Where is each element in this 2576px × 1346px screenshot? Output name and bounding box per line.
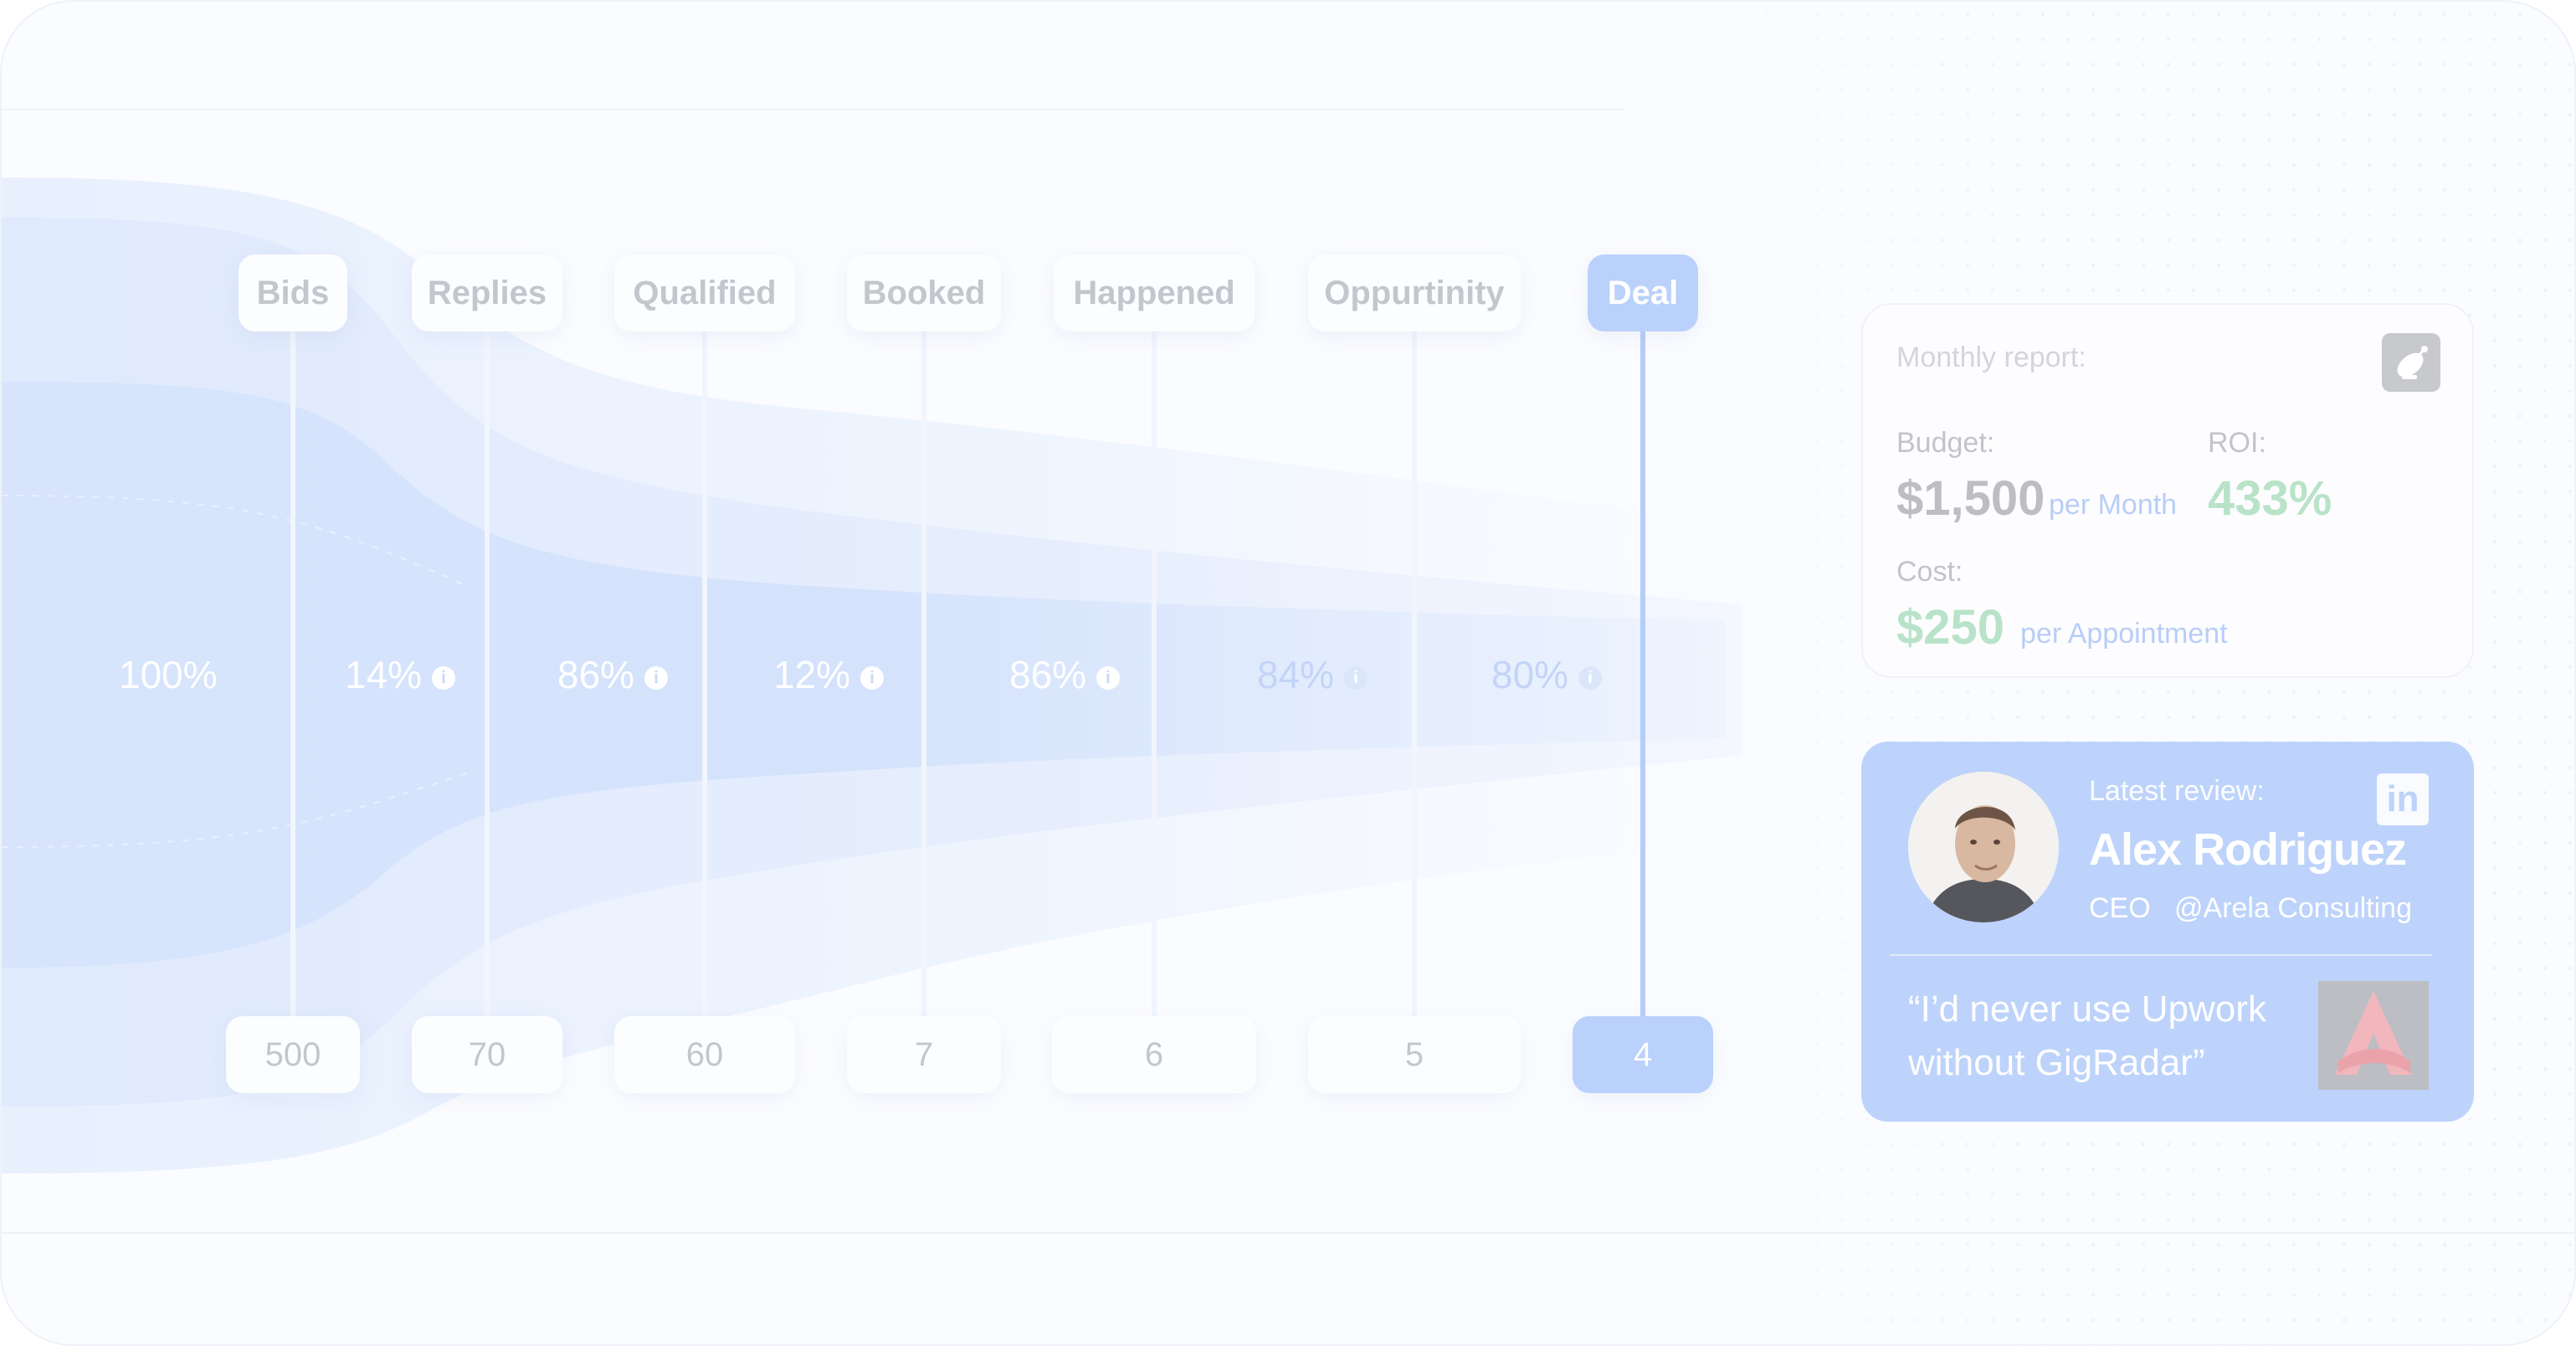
funnel-center-dash [2, 495, 471, 848]
stage-line-happened [1152, 291, 1157, 1028]
latest-review-card: Latest review: Alex Rodriguez CEO @Arela… [1861, 742, 2474, 1122]
conversion-rate-value: 86% [1009, 653, 1087, 696]
cost-label: Cost: [1896, 556, 1963, 588]
roi-label: ROI: [2208, 427, 2266, 459]
stage-line-replies [485, 291, 490, 1028]
stage-tab-deal[interactable]: Deal [1588, 254, 1698, 331]
info-icon[interactable]: i [432, 665, 456, 690]
stage-line-deal [1640, 291, 1645, 1028]
stage-tab-qualified[interactable]: Qualified [614, 254, 795, 331]
budget-label: Budget: [1896, 427, 1995, 459]
stage-line-oppurtinity [1412, 291, 1417, 1028]
stage-tab-happened[interactable]: Happened [1054, 254, 1255, 331]
company-logo-icon [2318, 981, 2429, 1090]
review-divider [1890, 954, 2432, 956]
stage-line-qualified [702, 291, 707, 1028]
review-quote-line-1: “I’d never use Upwork [1908, 989, 2266, 1030]
stage-count-happened: 6 [1052, 1016, 1256, 1093]
conversion-rate-4: 12% i [773, 651, 885, 698]
info-icon[interactable]: i [1096, 665, 1121, 690]
conversion-rate-value: 100% [119, 653, 218, 696]
cost-unit: per Appointment [2020, 618, 2228, 650]
linkedin-glyph: in [2386, 778, 2419, 819]
info-icon[interactable]: i [1344, 665, 1368, 690]
review-heading: Latest review: [2089, 775, 2265, 807]
report-title: Monthly report: [1896, 342, 2086, 373]
conversion-rate-6: 84% i [1257, 651, 1368, 698]
info-icon[interactable]: i [644, 665, 669, 690]
conversion-rate-value: 86% [557, 653, 635, 696]
roi-value: 433% [2208, 471, 2332, 526]
cost-value: $250 [1896, 600, 2005, 655]
info-icon[interactable]: i [1578, 665, 1603, 690]
grid-line-bottom [2, 1232, 2574, 1234]
monthly-report-card: Monthly report: Budget: $1,500 per Month… [1861, 303, 2474, 678]
stage-count-qualified: 60 [614, 1016, 795, 1093]
stage-line-bids [290, 291, 295, 1028]
satellite-dish-icon[interactable] [2382, 333, 2440, 392]
conversion-rate-value: 80% [1491, 653, 1569, 696]
stage-count-oppurtinity: 5 [1308, 1016, 1521, 1093]
stage-count-bids: 500 [226, 1016, 360, 1093]
review-quote-line-2: without GigRadar” [1908, 1042, 2205, 1083]
conversion-rate-5: 86% i [1009, 651, 1121, 698]
conversion-rate-7: 80% i [1491, 651, 1603, 698]
conversion-rate-value: 84% [1257, 653, 1335, 696]
info-icon[interactable]: i [860, 665, 885, 690]
stage-line-booked [921, 291, 926, 1028]
reviewer-name[interactable]: Alex Rodriguez [2089, 825, 2407, 875]
conversion-rate-2: 14% i [345, 651, 456, 698]
conversion-rate-3: 86% i [557, 651, 669, 698]
stage-tab-replies[interactable]: Replies [412, 254, 562, 331]
stage-count-deal: 4 [1573, 1016, 1713, 1093]
stage-tab-oppurtinity[interactable]: Oppurtinity [1308, 254, 1521, 331]
linkedin-icon[interactable]: in [2377, 773, 2429, 825]
reviewer-avatar [1908, 772, 2059, 922]
conversion-rate-value: 12% [773, 653, 851, 696]
budget-unit: per Month [2049, 489, 2178, 521]
stage-count-replies: 70 [412, 1016, 562, 1093]
budget-value: $1,500 [1896, 471, 2045, 526]
grid-line-top [2, 109, 1625, 110]
stage-tab-bids[interactable]: Bids [239, 254, 347, 331]
reviewer-company[interactable]: @Arela Consulting [2174, 892, 2412, 924]
stage-tab-booked[interactable]: Booked [847, 254, 1001, 331]
conversion-rate-1: 100% [119, 651, 218, 698]
reviewer-role: CEO [2089, 892, 2151, 924]
conversion-rate-value: 14% [345, 653, 423, 696]
stage-count-booked: 7 [847, 1016, 1001, 1093]
